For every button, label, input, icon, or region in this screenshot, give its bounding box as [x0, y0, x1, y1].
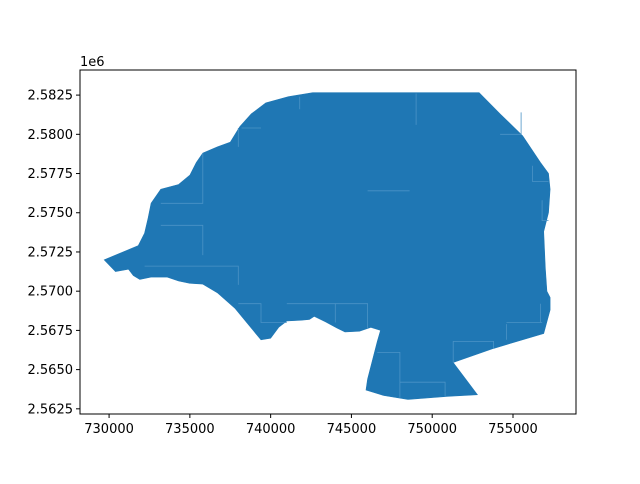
- interior-boundary-line: [452, 340, 495, 363]
- y-tick-label: 2.5800: [28, 128, 74, 143]
- x-tick-label: 755000: [488, 422, 538, 437]
- y-tick-label: 2.5825: [28, 89, 74, 104]
- x-tick-label: 745000: [327, 422, 377, 437]
- interior-boundary-line: [238, 303, 287, 323]
- y-axis-offset-label: 1e6: [80, 55, 105, 70]
- y-tick-label: 2.5775: [28, 167, 74, 182]
- interior-boundary-line: [399, 381, 446, 397]
- y-tick-label: 2.5750: [28, 206, 74, 221]
- axes-frame: [79, 69, 577, 415]
- interior-boundary-line: [144, 265, 239, 285]
- region-polygon: [103, 92, 551, 400]
- y-tick-label: 2.5700: [28, 285, 74, 300]
- interior-boundary-line: [532, 165, 549, 182]
- interior-boundary-line: [160, 224, 204, 256]
- interior-boundary-line: [500, 112, 522, 135]
- y-tick-label: 2.5650: [28, 363, 74, 378]
- x-tick-label: 740000: [246, 422, 296, 437]
- y-tick-label: 2.5625: [28, 402, 74, 417]
- x-tick-label: 730000: [84, 422, 134, 437]
- interior-boundary-line: [377, 351, 401, 398]
- interior-boundary-line: [541, 200, 549, 222]
- interior-boundary-line: [335, 303, 369, 329]
- x-tick-label: 735000: [165, 422, 215, 437]
- y-tick-label: 2.5725: [28, 245, 74, 260]
- x-tick-label: 750000: [407, 422, 457, 437]
- y-tick-label: 2.5675: [28, 324, 74, 339]
- map-layer: [103, 92, 551, 400]
- interior-boundary-line: [160, 153, 204, 204]
- axes: 730000 735000 740000 745000 750000 755000 2.56…: [28, 69, 577, 437]
